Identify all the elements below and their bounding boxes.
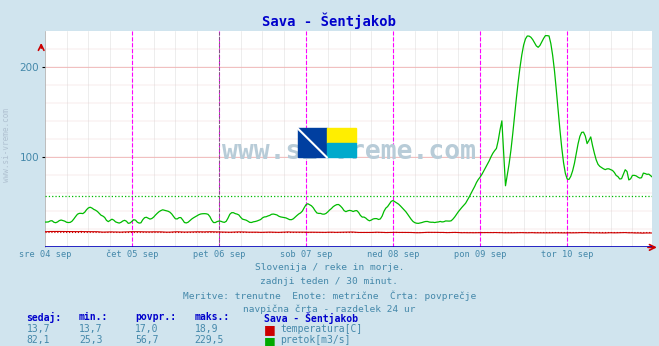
Text: pretok[m3/s]: pretok[m3/s] <box>280 335 351 345</box>
Text: pet 06 sep: pet 06 sep <box>192 250 245 259</box>
Text: 25,3: 25,3 <box>79 335 103 345</box>
Text: ■: ■ <box>264 335 275 346</box>
Text: Sava - Šentjakob: Sava - Šentjakob <box>264 312 358 324</box>
Text: ■: ■ <box>264 324 275 337</box>
Text: 56,7: 56,7 <box>135 335 159 345</box>
Text: pon 09 sep: pon 09 sep <box>454 250 506 259</box>
Text: 18,9: 18,9 <box>194 324 218 334</box>
Bar <box>298 128 327 157</box>
Text: min.:: min.: <box>79 312 109 322</box>
Text: Meritve: trenutne  Enote: metrične  Črta: povprečje: Meritve: trenutne Enote: metrične Črta: … <box>183 291 476 301</box>
Text: sedaj:: sedaj: <box>26 312 61 323</box>
Text: tor 10 sep: tor 10 sep <box>541 250 593 259</box>
Text: 13,7: 13,7 <box>26 324 50 334</box>
Text: ned 08 sep: ned 08 sep <box>367 250 419 259</box>
Text: zadnji teden / 30 minut.: zadnji teden / 30 minut. <box>260 277 399 286</box>
Text: 229,5: 229,5 <box>194 335 224 345</box>
Text: sob 07 sep: sob 07 sep <box>279 250 332 259</box>
Text: www.si-vreme.com: www.si-vreme.com <box>221 139 476 165</box>
Bar <box>327 143 356 157</box>
Text: 17,0: 17,0 <box>135 324 159 334</box>
Text: sre 04 sep: sre 04 sep <box>18 250 71 259</box>
Text: temperatura[C]: temperatura[C] <box>280 324 362 334</box>
Text: čet 05 sep: čet 05 sep <box>105 250 158 259</box>
Bar <box>327 128 356 143</box>
Text: Sava - Šentjakob: Sava - Šentjakob <box>262 12 397 29</box>
Text: 13,7: 13,7 <box>79 324 103 334</box>
Text: maks.:: maks.: <box>194 312 229 322</box>
Text: www.si-vreme.com: www.si-vreme.com <box>2 108 11 182</box>
Text: 82,1: 82,1 <box>26 335 50 345</box>
Text: povpr.:: povpr.: <box>135 312 176 322</box>
Text: navpična črta - razdelek 24 ur: navpična črta - razdelek 24 ur <box>243 304 416 314</box>
Text: Slovenija / reke in morje.: Slovenija / reke in morje. <box>255 263 404 272</box>
